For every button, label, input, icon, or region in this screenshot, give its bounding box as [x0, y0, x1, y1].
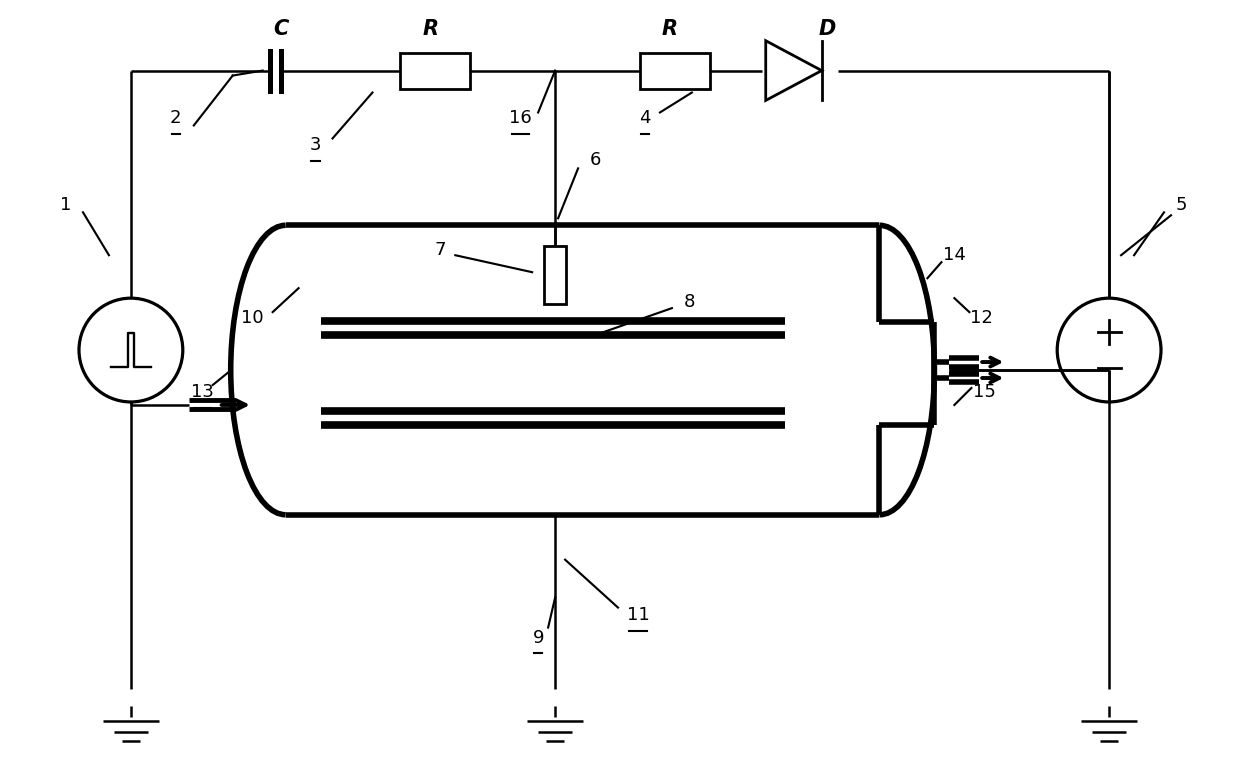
Text: 11: 11 — [626, 606, 650, 623]
Text: 4: 4 — [639, 109, 651, 128]
Text: 3: 3 — [310, 137, 321, 154]
Text: 10: 10 — [242, 309, 264, 327]
Text: 16: 16 — [508, 109, 532, 128]
Text: D: D — [818, 19, 836, 39]
Text: 13: 13 — [191, 383, 215, 401]
Text: R: R — [423, 19, 439, 39]
Text: 7: 7 — [434, 241, 446, 259]
Polygon shape — [766, 41, 822, 100]
Text: 12: 12 — [970, 309, 993, 327]
Text: 8: 8 — [684, 293, 696, 311]
Text: R: R — [662, 19, 678, 39]
Text: 15: 15 — [973, 383, 996, 401]
Bar — [544, 246, 567, 304]
Text: C: C — [273, 19, 289, 39]
Text: 6: 6 — [589, 151, 600, 169]
Bar — [401, 52, 470, 88]
Text: 14: 14 — [942, 246, 966, 264]
Text: 1: 1 — [61, 196, 72, 214]
Text: 5: 5 — [1176, 196, 1187, 214]
Text: 2: 2 — [170, 109, 181, 128]
Bar — [640, 52, 709, 88]
Text: 9: 9 — [532, 629, 544, 647]
